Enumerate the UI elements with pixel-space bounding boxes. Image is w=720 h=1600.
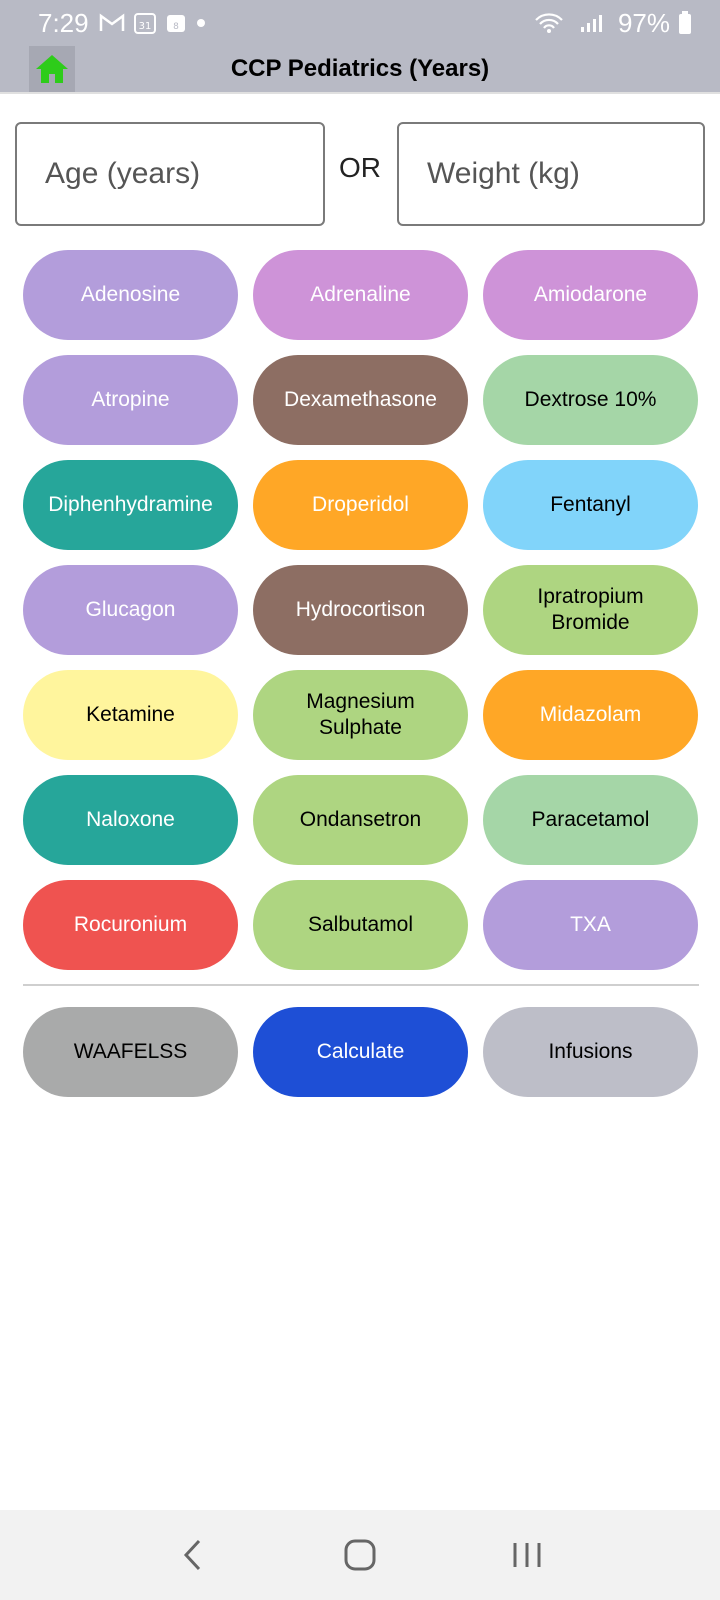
back-button[interactable] bbox=[163, 1525, 223, 1585]
or-label: OR bbox=[339, 152, 381, 183]
drug-button-label: Diphenhydramine bbox=[48, 492, 213, 516]
drug-button-label: Dexamethasone bbox=[284, 387, 437, 411]
age-placeholder: Age (years) bbox=[45, 157, 201, 190]
drug-button-label: Atropine bbox=[91, 387, 170, 411]
battery-icon bbox=[678, 11, 692, 35]
age-input[interactable]: Age (years) bbox=[15, 122, 325, 226]
drug-droperidol-button[interactable]: Droperidol bbox=[253, 460, 468, 550]
drug-button-label: Amiodarone bbox=[533, 282, 648, 306]
drug-button-label: Hydrocortison bbox=[295, 597, 426, 621]
drug-ipratropium-bromide-button[interactable]: Ipratropium Bromide bbox=[483, 565, 698, 655]
drug-button-label: Glucagon bbox=[85, 597, 176, 621]
home-nav-button[interactable] bbox=[330, 1525, 390, 1585]
drug-atropine-button[interactable]: Atropine bbox=[23, 355, 238, 445]
drug-button-label: Droperidol bbox=[312, 492, 409, 516]
drug-button-label: Midazolam bbox=[539, 702, 642, 726]
drug-salbutamol-button[interactable]: Salbutamol bbox=[253, 880, 468, 970]
recents-button[interactable] bbox=[497, 1525, 557, 1585]
weight-placeholder: Weight (kg) bbox=[427, 157, 580, 190]
drug-rocuronium-button[interactable]: Rocuronium bbox=[23, 880, 238, 970]
home-nav-icon bbox=[344, 1539, 376, 1571]
gmail-icon bbox=[99, 13, 125, 33]
back-icon bbox=[184, 1539, 201, 1571]
battery-percent: 97% bbox=[617, 7, 670, 38]
drug-ketamine-button[interactable]: Ketamine bbox=[23, 670, 238, 760]
calendar-small-icon: 8 bbox=[165, 12, 187, 34]
wifi-icon bbox=[534, 12, 564, 34]
drug-dexamethasone-button[interactable]: Dexamethasone bbox=[253, 355, 468, 445]
drug-diphenhydramine-button[interactable]: Diphenhydramine bbox=[23, 460, 238, 550]
drug-ondansetron-button[interactable]: Ondansetron bbox=[253, 775, 468, 865]
drug-glucagon-button[interactable]: Glucagon bbox=[23, 565, 238, 655]
action-calculate-button[interactable]: Calculate bbox=[253, 1007, 468, 1097]
page-title: CCP Pediatrics (Years) bbox=[230, 55, 490, 82]
drug-button-label: Dextrose 10% bbox=[524, 387, 657, 411]
home-icon bbox=[36, 55, 68, 83]
weight-input[interactable]: Weight (kg) bbox=[397, 122, 705, 226]
dot-icon bbox=[195, 17, 207, 29]
svg-text:8: 8 bbox=[173, 22, 179, 32]
home-button[interactable] bbox=[29, 46, 75, 92]
calendar-icon: 31 bbox=[133, 11, 157, 35]
svg-text:31: 31 bbox=[138, 21, 151, 32]
drug-adrenaline-button[interactable]: Adrenaline bbox=[253, 250, 468, 340]
status-time: 7:29 bbox=[38, 7, 89, 38]
drug-button-label: Ketamine bbox=[86, 702, 175, 726]
drug-amiodarone-button[interactable]: Amiodarone bbox=[483, 250, 698, 340]
action-infusions-button[interactable]: Infusions bbox=[483, 1007, 698, 1097]
drug-button-label: Naloxone bbox=[86, 807, 175, 831]
drug-button-label: Salbutamol bbox=[307, 912, 414, 936]
drug-fentanyl-button[interactable]: Fentanyl bbox=[483, 460, 698, 550]
action-waafelss-button[interactable]: WAAFELSS bbox=[23, 1007, 238, 1097]
drug-dextrose-10-button[interactable]: Dextrose 10% bbox=[483, 355, 698, 445]
recents-icon bbox=[513, 1543, 541, 1567]
drug-naloxone-button[interactable]: Naloxone bbox=[23, 775, 238, 865]
app-bar: CCP Pediatrics (Years) bbox=[0, 46, 720, 92]
drug-button-label: Fentanyl bbox=[550, 492, 631, 516]
action-button-label: Infusions bbox=[548, 1039, 633, 1063]
drug-paracetamol-button[interactable]: Paracetamol bbox=[483, 775, 698, 865]
drug-button-label: Ondansetron bbox=[299, 807, 422, 831]
drug-hydrocortison-button[interactable]: Hydrocortison bbox=[253, 565, 468, 655]
drug-txa-button[interactable]: TXA bbox=[483, 880, 698, 970]
drug-button-label: Paracetamol bbox=[531, 807, 650, 831]
drug-button-grid: Adenosine Adrenaline Amiodarone Atropine Dex… bbox=[23, 250, 699, 970]
drug-button-label: Ipratropium Bromide bbox=[537, 584, 644, 634]
section-divider bbox=[23, 984, 699, 986]
app-bar-divider bbox=[0, 92, 720, 94]
action-button-label: Calculate bbox=[316, 1039, 405, 1063]
system-nav-bar bbox=[0, 1510, 720, 1600]
action-button-label: WAAFELSS bbox=[73, 1039, 188, 1063]
drug-button-label: Adenosine bbox=[80, 282, 181, 306]
signal-icon bbox=[580, 13, 602, 33]
drug-magnesium-sulphate-button[interactable]: Magnesium Sulphate bbox=[253, 670, 468, 760]
drug-button-label: Rocuronium bbox=[73, 912, 188, 936]
drug-button-label: Adrenaline bbox=[310, 282, 411, 306]
drug-adenosine-button[interactable]: Adenosine bbox=[23, 250, 238, 340]
action-button-row: WAAFELSS Calculate Infusions bbox=[23, 1007, 699, 1097]
status-bar: 7:29 31 8 97% bbox=[0, 0, 720, 46]
drug-midazolam-button[interactable]: Midazolam bbox=[483, 670, 698, 760]
drug-button-label: TXA bbox=[570, 912, 611, 936]
drug-button-label: Magnesium Sulphate bbox=[306, 689, 415, 739]
